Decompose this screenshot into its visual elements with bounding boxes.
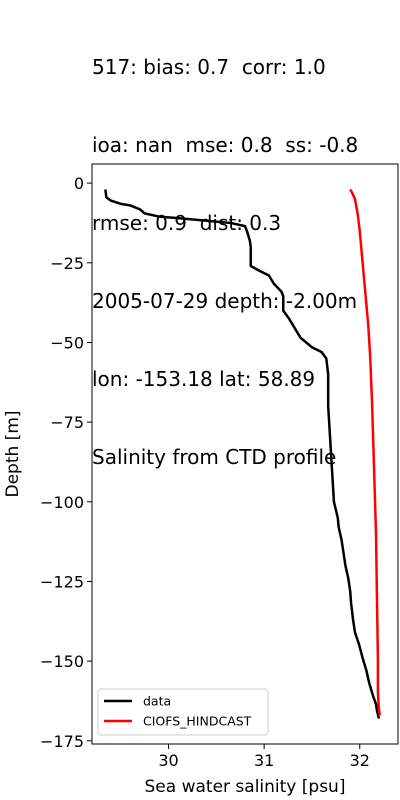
y-tick-label: −150	[40, 652, 84, 671]
title-line: Salinity from CTD profile	[92, 445, 337, 469]
title-line: lon: -153.18 lat: 58.89	[92, 367, 316, 391]
y-tick-label: −75	[50, 413, 84, 432]
y-tick-label: −100	[40, 493, 84, 512]
chart-title: 517: bias: 0.7 corr: 1.0 ioa: nan mse: 0…	[92, 2, 398, 496]
legend-box	[97, 688, 269, 736]
series-line-model	[349, 188, 382, 716]
title-line: rmse: 0.9 dist: 0.3	[92, 211, 282, 235]
y-axis-label: Depth [m]	[3, 410, 23, 497]
plot-frame	[91, 163, 399, 745]
title-line: 2005-07-29 depth: -2.00m	[92, 289, 358, 313]
y-tick-label: −25	[50, 254, 84, 273]
legend-label: CIOFS_HINDCAST	[143, 714, 252, 729]
x-tick-label: 32	[350, 751, 370, 770]
legend-label: data	[143, 694, 171, 709]
title-line: 517: bias: 0.7 corr: 1.0	[92, 55, 326, 79]
x-axis-label: Sea water salinity [psu]	[145, 777, 346, 797]
x-tick-label: 30	[158, 751, 178, 770]
y-tick-label: −175	[40, 732, 84, 751]
y-tick-label: 0	[74, 174, 84, 193]
series-line-data	[104, 189, 381, 719]
y-tick-label: −125	[40, 572, 84, 591]
y-tick-label: −50	[50, 333, 84, 352]
x-tick-label: 31	[254, 751, 274, 770]
title-line: ioa: nan mse: 0.8 ss: -0.8	[92, 133, 359, 157]
